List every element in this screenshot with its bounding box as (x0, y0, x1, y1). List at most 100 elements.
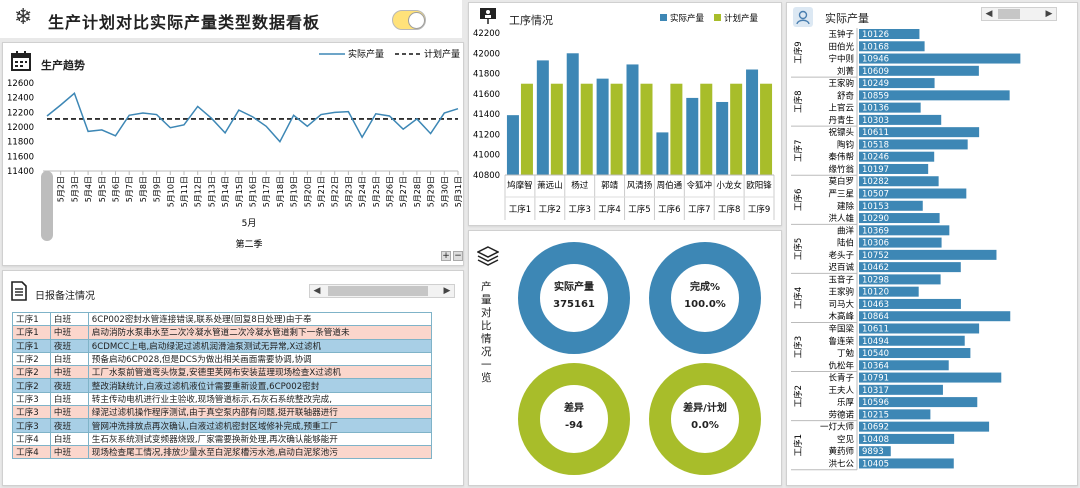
actual-hbar (859, 274, 941, 285)
actual-hbar (859, 225, 950, 236)
x-tick-label: 5月15日 (235, 176, 244, 207)
notes-process-cell: 工序1 (12, 311, 51, 327)
x-tick-label: 5月24日 (358, 176, 367, 207)
actual-hbar (859, 397, 978, 408)
actual-bar (686, 97, 699, 175)
notes-row: 工序1 中班 启动消防水泵串水至二次冷凝水管道二次冷凝水管道剩下一条管道未 (12, 325, 433, 340)
x-tick-label: 5月18日 (276, 176, 285, 207)
y-tick-label: 42200 (473, 29, 500, 39)
x-name-label: 萧远山 (537, 180, 563, 191)
actual-bar (566, 53, 579, 175)
scroll-thumb[interactable] (328, 286, 428, 296)
diff-ratio-ring-label: 差异/计划 0.0% (660, 400, 750, 434)
complete-ring-caption: 完成% (689, 282, 721, 293)
person-label: 田伯光 (828, 41, 854, 52)
bar-value-label: 10611 (862, 128, 889, 138)
x-tick-label: 5月29日 (427, 176, 436, 207)
actual-hbar (859, 237, 942, 248)
actual-ring-caption: 实际产量 (554, 282, 594, 293)
ratio-rings (518, 242, 761, 475)
y-tick-label: 41400 (473, 110, 500, 120)
expand-button[interactable]: + (441, 251, 451, 261)
y-tick-label: 41200 (473, 130, 500, 140)
bar-value-label: 10303 (862, 116, 889, 126)
actual-hbar (859, 139, 968, 150)
diff-ring-label: 差异 -94 (529, 400, 619, 434)
notes-row: 工序2 中班 工厂水泵前管道弯头恢复,安德里芙网布安装蓝理现场检查X过滤机 (12, 365, 433, 380)
x-name-label: 令狐冲 (687, 180, 713, 191)
notes-table: 工序1 白班 6CP002密封水管连接错误,联系处理(回复8日处理)由于奉 工序1 中班… (12, 311, 433, 460)
notes-scrollbar[interactable]: ◀ ▶ (309, 284, 455, 298)
scroll-right-icon[interactable]: ▶ (1045, 9, 1053, 19)
notes-shift-cell: 白班 (49, 391, 89, 407)
bar-value-label: 10463 (862, 300, 889, 310)
actual-hbar (859, 65, 979, 76)
bar-value-label: 10197 (862, 165, 889, 175)
actual-hbar (859, 176, 939, 187)
notes-text-cell: 转主传动电机进行业主验收,现场管道标示,石灰石系统整改完成, (87, 391, 433, 407)
notes-text-cell: 现场检查尾工情况,排放少量水至白泥浆槽污水池,启动白泥浆池污 (87, 444, 433, 460)
notes-shift-cell: 白班 (49, 431, 89, 446)
x-tick-label: 5月19日 (290, 176, 299, 207)
bar-value-label: 10791 (862, 374, 889, 384)
bar-value-label: 10282 (862, 177, 889, 187)
notes-text-cell: 工厂水泵前管道弯头恢复,安德里芙网布安装蓝理现场检查X过滤机 (87, 365, 433, 380)
scroll-left-icon[interactable]: ◀ (985, 9, 993, 19)
scroll-left-icon[interactable]: ◀ (313, 286, 321, 296)
actual-hbar (859, 41, 925, 52)
theme-toggle[interactable] (392, 10, 426, 30)
bar-value-label: 10408 (862, 435, 889, 445)
group-label: 工序4 (793, 287, 804, 309)
x-tick-label: 5月7日 (125, 176, 134, 202)
actual-hbar (859, 372, 1002, 383)
actual-hbar (859, 286, 919, 297)
diff-ratio-ring-value: 0.0% (691, 420, 719, 431)
notes-process-cell: 工序4 (12, 431, 51, 446)
notes-process-cell: 工序2 (12, 378, 51, 393)
x-name-label: 欧阳锋 (746, 180, 772, 191)
actual-hbar (859, 323, 980, 334)
diff-ratio-ring (649, 363, 761, 475)
complete-ring (649, 242, 761, 354)
x-tick-label: 5月20日 (303, 176, 312, 207)
diff-ring-value: -94 (564, 420, 584, 431)
x-tick-label: 5月26日 (386, 176, 395, 207)
group-label: 工序5 (793, 238, 804, 260)
actual-hbar (859, 213, 940, 224)
bar-value-label: 10249 (862, 79, 889, 89)
actual-hbar (859, 29, 920, 39)
trend-date-slider[interactable] (41, 171, 53, 241)
person-label: 刘菁 (837, 66, 855, 77)
x-category-label: 工序5 (628, 204, 650, 215)
toggle-knob[interactable] (408, 12, 425, 29)
actual-bar (506, 115, 519, 175)
complete-ring-value: 100.0% (684, 299, 726, 310)
x-tick-label: 5月23日 (344, 176, 353, 207)
collapse-button[interactable]: − (453, 251, 463, 261)
person-label: 王家驹 (828, 78, 854, 89)
actual-line-series (46, 91, 459, 143)
actual-scrollbar[interactable]: ◀ ▶ (981, 7, 1057, 21)
actual-hbar (859, 114, 942, 125)
person-label: 洪人雄 (828, 213, 854, 224)
person-label: 劳德诺 (828, 409, 854, 420)
x-tick-label: 5月27日 (399, 176, 408, 207)
group-label: 工序6 (793, 189, 804, 211)
notes-row: 工序4 中班 现场检查尾工情况,排放少量水至白泥浆槽污水池,启动白泥浆池污 (12, 444, 433, 460)
actual-hbar (859, 127, 980, 138)
scroll-right-icon[interactable]: ▶ (443, 286, 451, 296)
scroll-thumb[interactable] (998, 9, 1020, 19)
group-label: 工序7 (793, 139, 804, 161)
person-label: 玉音子 (828, 274, 854, 285)
notes-text-cell: 启动消防水泵串水至二次冷凝水管道二次冷凝水管道剩下一条管道未 (87, 325, 433, 340)
person-label: 辛国梁 (828, 323, 854, 334)
notes-text-cell: 预备启动6CP028,但是DCS为做出相关画面需要协调,协调 (87, 351, 433, 367)
actual-hbar (859, 446, 891, 457)
actual-ring (518, 242, 630, 354)
x-name-label: 郭靖 (601, 180, 619, 191)
notes-process-cell: 工序3 (12, 418, 51, 433)
ratio-title: 产量对比情况一览 (481, 281, 492, 384)
actual-hbar (859, 249, 997, 260)
snowflake-icon: ❄ (14, 5, 33, 30)
notes-text-cell: 6CDMCC上电,启动绿泥过滤机润滑油泵测试无异常,X过滤机 (87, 338, 433, 353)
